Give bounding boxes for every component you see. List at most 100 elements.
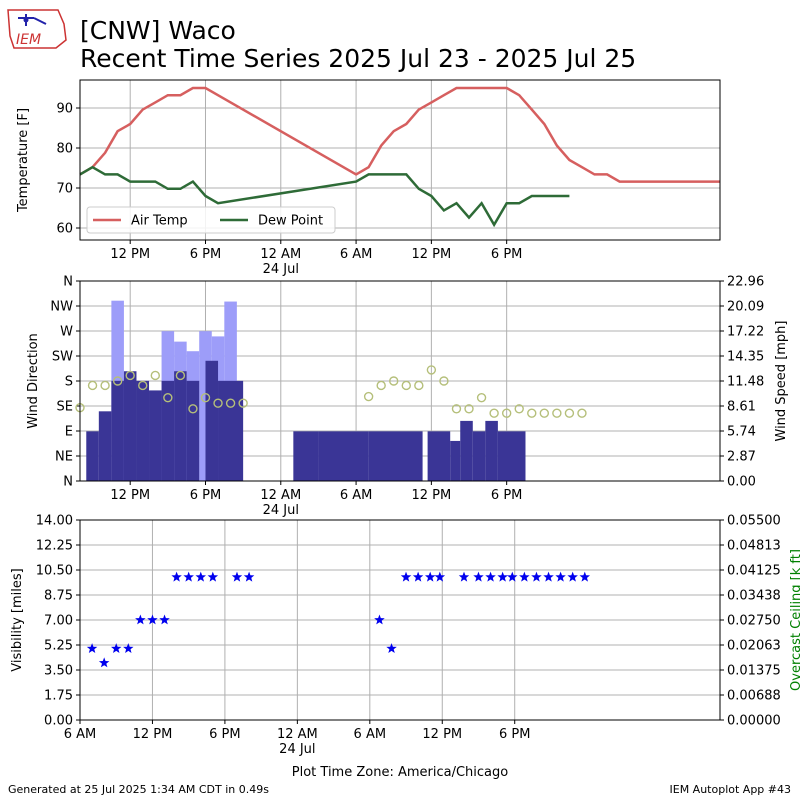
temp-x-tick-label: 6 PM	[491, 247, 522, 262]
wind-speed-bar	[86, 431, 99, 481]
visibility-point	[519, 571, 530, 582]
vis-y-tick-label: 12.25	[36, 539, 73, 554]
ceiling-tick-label: 0.01375	[727, 664, 781, 679]
ceiling-tick-label: 0.05500	[727, 514, 781, 529]
wind-frame	[79, 280, 721, 482]
wind-direction-point	[87, 380, 98, 391]
wind-speed-bar	[174, 371, 187, 481]
wind-speed-bar	[218, 380, 244, 481]
wind-direction-point	[200, 392, 211, 403]
vis-x-tick-label: 6 PM	[499, 727, 530, 742]
station-title: [CNW] Waco	[80, 16, 236, 45]
wind-speed-bar	[472, 431, 486, 481]
wind-direction-point	[539, 408, 550, 418]
generated-note: Generated at 25 Jul 2025 1:34 AM CDT in …	[8, 783, 269, 796]
wind-direction-point	[112, 376, 123, 386]
wind-direction-point	[376, 380, 386, 391]
visibility-point	[135, 614, 146, 625]
visibility-point	[123, 643, 134, 653]
visibility-point	[374, 614, 385, 625]
wind-speed-tick-label: 17.22	[727, 325, 764, 340]
wind-y-tick-label: N	[63, 275, 73, 290]
vis-y-tick-label: 1.75	[44, 689, 73, 704]
wind-direction-point	[225, 398, 236, 408]
vis-x-tick-label: 6 AM	[354, 727, 387, 742]
temp-y-tick-label: 90	[56, 102, 73, 117]
vis-x-tick-label: 6 PM	[209, 727, 240, 742]
wind-speed-bar	[123, 371, 137, 481]
wind-x-tick-label: 6 PM	[491, 488, 522, 503]
wind-speed-tick-label: 22.96	[727, 275, 764, 290]
wind-y-tick-label: SE	[57, 400, 73, 415]
visibility-point	[543, 571, 554, 582]
wind-speed-tick-label: 2.87	[727, 450, 756, 465]
visibility-point	[400, 571, 412, 582]
visibility-point	[231, 571, 243, 582]
wind-direction-point	[464, 404, 474, 414]
ceiling-tick-label: 0.03438	[727, 589, 781, 604]
vis-x-tick-label: 12 AM	[277, 727, 318, 742]
wind-speed-bar	[485, 420, 498, 481]
wind-y-tick-label: S	[65, 375, 73, 390]
wind-direction-point	[426, 365, 437, 375]
wind-y-tick-label: W	[60, 325, 73, 340]
temp-y-tick-label: 80	[56, 142, 73, 157]
temp-y-tick-label: 70	[56, 182, 73, 197]
wind-direction-point	[150, 370, 160, 381]
wind-speed-bar	[318, 431, 369, 481]
visibility-point	[567, 571, 578, 582]
visibility-point	[195, 571, 206, 582]
temp-x-tick-label: 12 AM	[260, 247, 301, 262]
legend-label-dew-point: Dew Point	[258, 214, 323, 229]
visibility-point	[111, 643, 122, 653]
visibility-point	[98, 657, 110, 668]
wind-x-tick-label: 6 AM	[340, 488, 373, 503]
wind-direction-point	[577, 408, 587, 418]
wind-speed-bar	[161, 380, 175, 481]
wind-direction-point	[389, 376, 399, 386]
visibility-point	[458, 571, 470, 582]
temp-x-tick-sublabel: 24 Jul	[263, 262, 299, 277]
wind-direction-point	[527, 408, 537, 418]
wind-direction-point	[451, 404, 462, 414]
vis-y-tick-label: 0.00	[44, 714, 73, 729]
temp-x-tick-label: 12 PM	[412, 247, 452, 262]
app-credit: IEM Autoplot App #43	[669, 783, 792, 796]
visibility-point	[243, 571, 255, 582]
wind-speed-bar	[149, 390, 162, 481]
wind-y-tick-label: E	[65, 425, 73, 440]
temp-x-tick-label: 6 PM	[190, 247, 221, 262]
visibility-point	[579, 571, 590, 582]
wind-speed-tick-label: 20.09	[727, 300, 764, 315]
vis-y-tick-label: 10.50	[36, 564, 73, 579]
visibility-point	[412, 571, 424, 582]
wind-speed-bar	[450, 440, 461, 481]
wind-speed-bar	[136, 380, 150, 481]
air-temp-line	[79, 86, 720, 183]
wind-direction-point	[138, 380, 148, 391]
vis-x-tick-label: 6 AM	[64, 727, 97, 742]
wind-speed-tick-label: 14.35	[727, 350, 764, 365]
temp-x-tick-label: 6 AM	[340, 247, 373, 262]
wind-direction-point	[489, 408, 499, 418]
vis-x-tick-sublabel: 24 Jul	[279, 742, 315, 757]
wind-y-tick-label: SW	[52, 350, 73, 365]
wind-direction-point	[175, 370, 186, 381]
visibility-point	[183, 571, 194, 582]
visibility-point	[485, 571, 496, 582]
wind-direction-point	[476, 392, 487, 403]
wind-y-tick-label: N	[63, 475, 73, 490]
wind-direction-point	[100, 380, 110, 391]
visibility-point	[555, 571, 566, 582]
wind-direction-point	[125, 370, 135, 381]
iem-logo: IEM	[6, 6, 68, 52]
vis-y-tick-label: 7.00	[44, 614, 73, 629]
wind-speed-tick-label: 11.48	[727, 375, 764, 390]
temp-y-tick-label: 60	[56, 222, 73, 237]
wind-direction-point	[213, 398, 223, 408]
wind-speed-bar	[460, 420, 473, 481]
wind-direction-point	[363, 391, 374, 402]
wind-direction-point	[501, 408, 512, 418]
visibility-point	[147, 614, 158, 625]
vis-x-tick-label: 12 PM	[422, 727, 462, 742]
